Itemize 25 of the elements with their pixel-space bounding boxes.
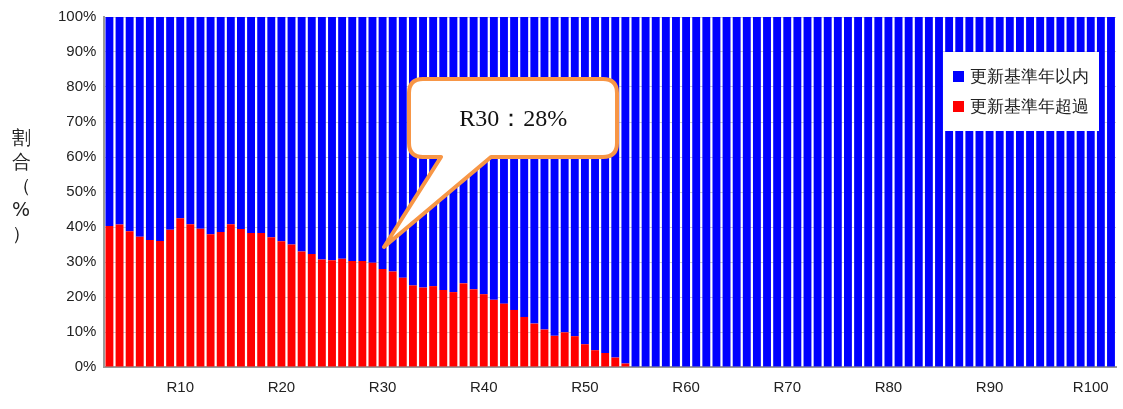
y-tick-label: 90%: [66, 42, 97, 60]
y-tick-label: 60%: [66, 147, 97, 165]
x-tick-label: R40: [469, 378, 498, 396]
x-tick-label: R20: [267, 378, 296, 396]
y-tick-label: 80%: [66, 77, 97, 95]
x-tick-label: R90: [975, 378, 1004, 396]
legend-label: 更新基準年超過: [970, 95, 1089, 118]
x-tick-label: R80: [874, 378, 903, 396]
y-tick-label: 70%: [66, 112, 97, 130]
y-tick-label: 10%: [66, 322, 97, 340]
x-tick-label: R100: [1072, 378, 1109, 396]
y-tick-label: 40%: [66, 217, 97, 235]
y-tick-label: 50%: [66, 182, 97, 200]
x-tick-label: R30: [368, 378, 397, 396]
legend-label: 更新基準年以内: [970, 65, 1089, 88]
x-tick-label: R60: [672, 378, 700, 396]
y-tick-label: 0%: [74, 357, 97, 375]
x-tick-label: R10: [166, 378, 195, 396]
y-tick-label: 30%: [66, 252, 97, 270]
y-tick-label: 20%: [66, 287, 97, 305]
annotation: R30：28%: [458, 104, 569, 132]
y-axis-title: 割合（%）: [10, 125, 32, 245]
y-tick-label: 100%: [57, 7, 97, 25]
x-tick-label: R50: [571, 378, 599, 396]
x-tick-label: R70: [773, 378, 802, 396]
